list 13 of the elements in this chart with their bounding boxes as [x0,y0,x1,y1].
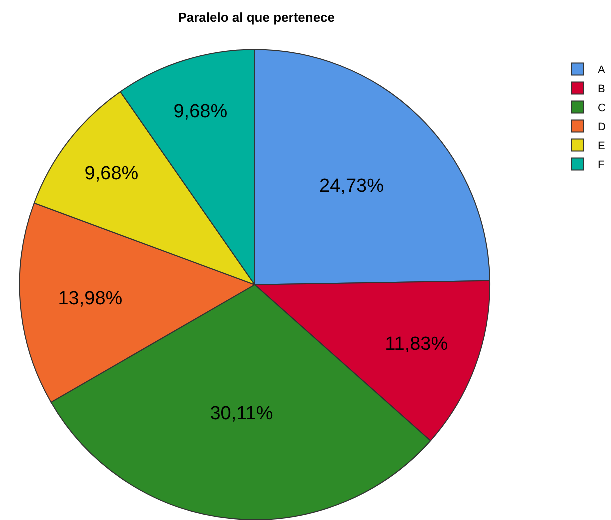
data-label: 9,68% [174,102,228,123]
legend-label: D [598,121,606,134]
data-label: 9,68% [84,164,139,185]
legend-label: B [598,83,606,96]
data-label: 13,98% [58,288,123,310]
legend-label: F [598,159,605,172]
legend-label: C [598,102,606,114]
legend-label: A [598,64,606,76]
data-label: 24,73% [320,176,384,197]
chart-title: Paralelo al que pertenece [178,10,336,26]
legend-label: E [598,140,606,152]
data-label: 11,83% [385,334,448,356]
data-label: 30,11% [210,404,274,425]
